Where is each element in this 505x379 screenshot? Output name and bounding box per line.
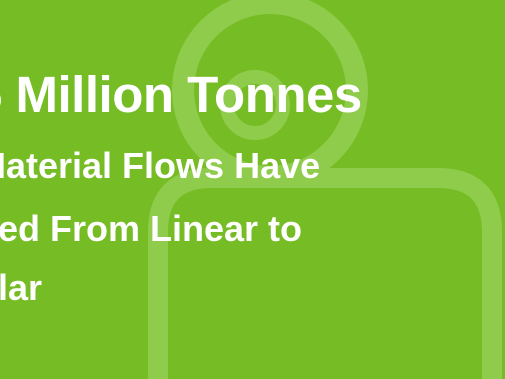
headline: 5 Million Tonnes — [0, 66, 362, 123]
head-ring-inner — [220, 70, 290, 140]
body-outline — [148, 168, 502, 379]
subhead-line-3: ular — [0, 267, 43, 308]
subhead-line-1: Material Flows Have — [0, 145, 321, 186]
subhead-line-2: ited From Linear to — [0, 208, 303, 249]
